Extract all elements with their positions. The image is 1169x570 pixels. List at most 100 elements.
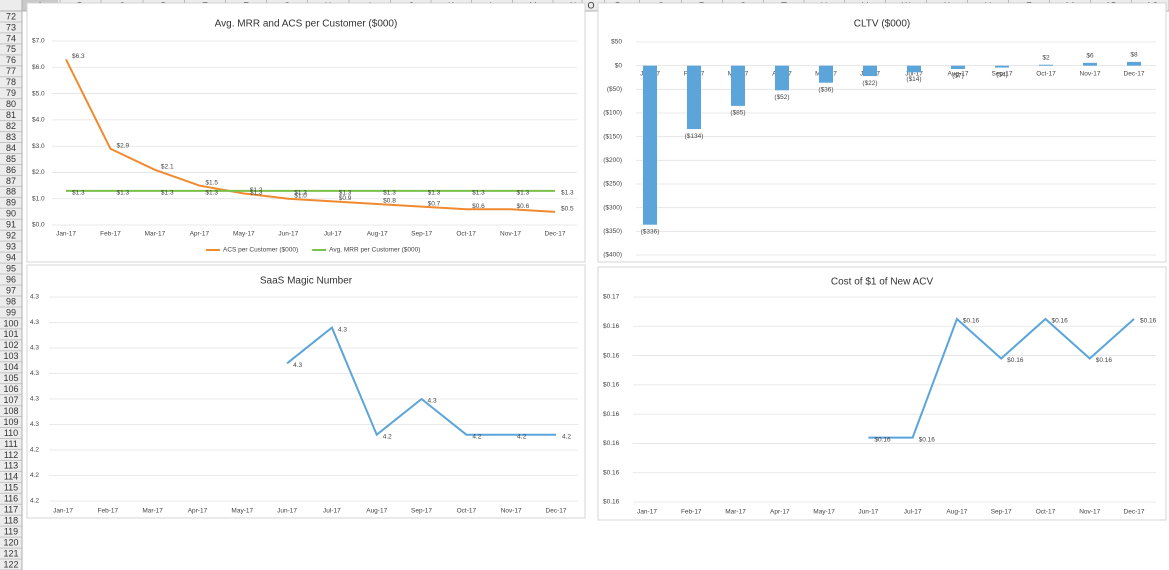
y-tick-label: 4.3 [30,421,39,428]
x-tick-label: Jan-17 [637,509,657,516]
row-header[interactable]: 105 [3,373,18,383]
row-header[interactable]: 114 [4,472,18,482]
row-header[interactable]: 85 [6,154,16,164]
x-tick-label: Dec-17 [1124,70,1145,77]
data-label: $1.3 [116,190,129,197]
row-header[interactable]: 107 [3,395,18,405]
row-header[interactable]: 100 [3,318,18,328]
row-header[interactable]: 76 [6,55,16,65]
row-header[interactable]: 118 [4,516,18,526]
row-header[interactable]: 93 [6,242,16,252]
row-header[interactable]: 115 [4,483,18,493]
y-tick-label: $0.16 [603,469,620,476]
row-header[interactable]: 94 [6,252,16,262]
y-tick-label: 4.2 [30,472,39,479]
chart-title: Avg. MRR and ACS per Customer ($000) [215,19,398,30]
row-header[interactable]: 89 [6,198,16,208]
data-label: $0.8 [383,198,396,205]
bar [775,65,789,91]
row-header[interactable]: 75 [6,44,16,54]
y-tick-label: 4.3 [30,319,39,326]
row-header[interactable]: 111 [4,439,18,449]
row-header[interactable]: 103 [3,351,18,361]
row-header[interactable]: 121 [3,548,18,558]
row-header[interactable]: 98 [6,296,16,306]
row-header[interactable]: 106 [3,384,18,394]
row-header[interactable]: 104 [3,362,18,372]
x-tick-label: Sep-17 [992,70,1013,77]
x-tick-label: Sep-17 [411,508,432,515]
x-tick-label: Mar-17 [145,231,166,238]
row-header[interactable]: 81 [6,110,16,120]
row-header[interactable]: 96 [6,274,16,284]
data-label: 4.2 [517,433,526,440]
row-header[interactable]: 97 [6,285,16,295]
row-header[interactable]: 95 [6,263,16,273]
row-header[interactable]: 102 [3,340,18,350]
chart-frame[interactable] [26,264,586,519]
y-tick-label: $0.16 [603,352,620,359]
row-header[interactable]: 80 [6,99,16,109]
row-header[interactable]: 113 [4,461,18,471]
chart-frame[interactable] [597,2,1167,263]
column-header[interactable]: O [587,0,594,10]
data-label: 4.3 [338,326,347,333]
data-label: ($134) [685,133,704,140]
row-header[interactable]: 99 [6,307,16,317]
x-tick-label: Oct-17 [456,231,476,238]
bar [951,65,965,69]
row-header[interactable]: 108 [3,406,18,416]
row-header[interactable]: 73 [6,22,16,32]
bar [731,65,745,106]
data-label: $1.5 [205,179,218,186]
chart-frame[interactable] [597,266,1167,521]
y-tick-label: $2.0 [32,169,45,176]
row-header[interactable]: 78 [6,77,16,87]
x-tick-label: Sep-17 [411,231,432,238]
x-tick-label: Mar-17 [142,508,163,515]
y-tick-label: $1.0 [32,195,45,202]
x-tick-label: Jan-17 [53,508,73,515]
row-header[interactable]: 112 [4,450,18,460]
data-label: ($336) [641,228,660,235]
row-header[interactable]: 110 [4,428,18,438]
row-header[interactable]: 84 [6,143,16,153]
row-header[interactable]: 120 [3,537,18,547]
row-header[interactable]: 87 [6,176,16,186]
x-tick-label: Aug-17 [366,508,387,515]
row-header[interactable]: 77 [6,66,16,76]
row-header[interactable]: 74 [6,33,16,43]
data-label: $0.16 [1140,318,1157,325]
row-header[interactable]: 122 [3,559,18,569]
y-tick-label: ($350) [603,228,622,235]
y-tick-label: $6.0 [32,64,45,71]
row-header[interactable]: 90 [6,209,16,219]
row-header[interactable]: 79 [6,88,16,98]
data-label: $1.3 [472,190,485,197]
row-header[interactable]: 86 [6,165,16,175]
data-label: $2 [1042,54,1050,61]
x-tick-label: Jul-17 [904,509,922,516]
data-label: ($36) [818,86,833,93]
data-label: $1.3 [72,190,85,197]
row-header[interactable]: 82 [6,121,16,131]
chart-frame[interactable] [26,2,586,263]
data-label: ($4) [996,71,1008,78]
row-header[interactable]: 116 [4,494,18,504]
data-label: $0.16 [1096,357,1113,364]
data-label: $2.1 [161,164,174,171]
row-header[interactable]: 88 [6,187,16,197]
row-header[interactable]: 83 [6,132,16,142]
row-header[interactable]: 101 [3,329,18,339]
x-tick-label: Oct-17 [1036,509,1056,516]
row-header[interactable]: 109 [3,417,18,427]
row-header[interactable]: 92 [6,231,16,241]
row-header[interactable]: 117 [4,505,18,515]
data-label: ($52) [774,94,789,101]
y-tick-label: $0.16 [603,440,620,447]
y-tick-label: $4.0 [32,117,45,124]
row-header[interactable]: 72 [6,11,16,21]
row-header[interactable]: 119 [4,527,18,537]
row-header[interactable]: 91 [6,220,16,230]
